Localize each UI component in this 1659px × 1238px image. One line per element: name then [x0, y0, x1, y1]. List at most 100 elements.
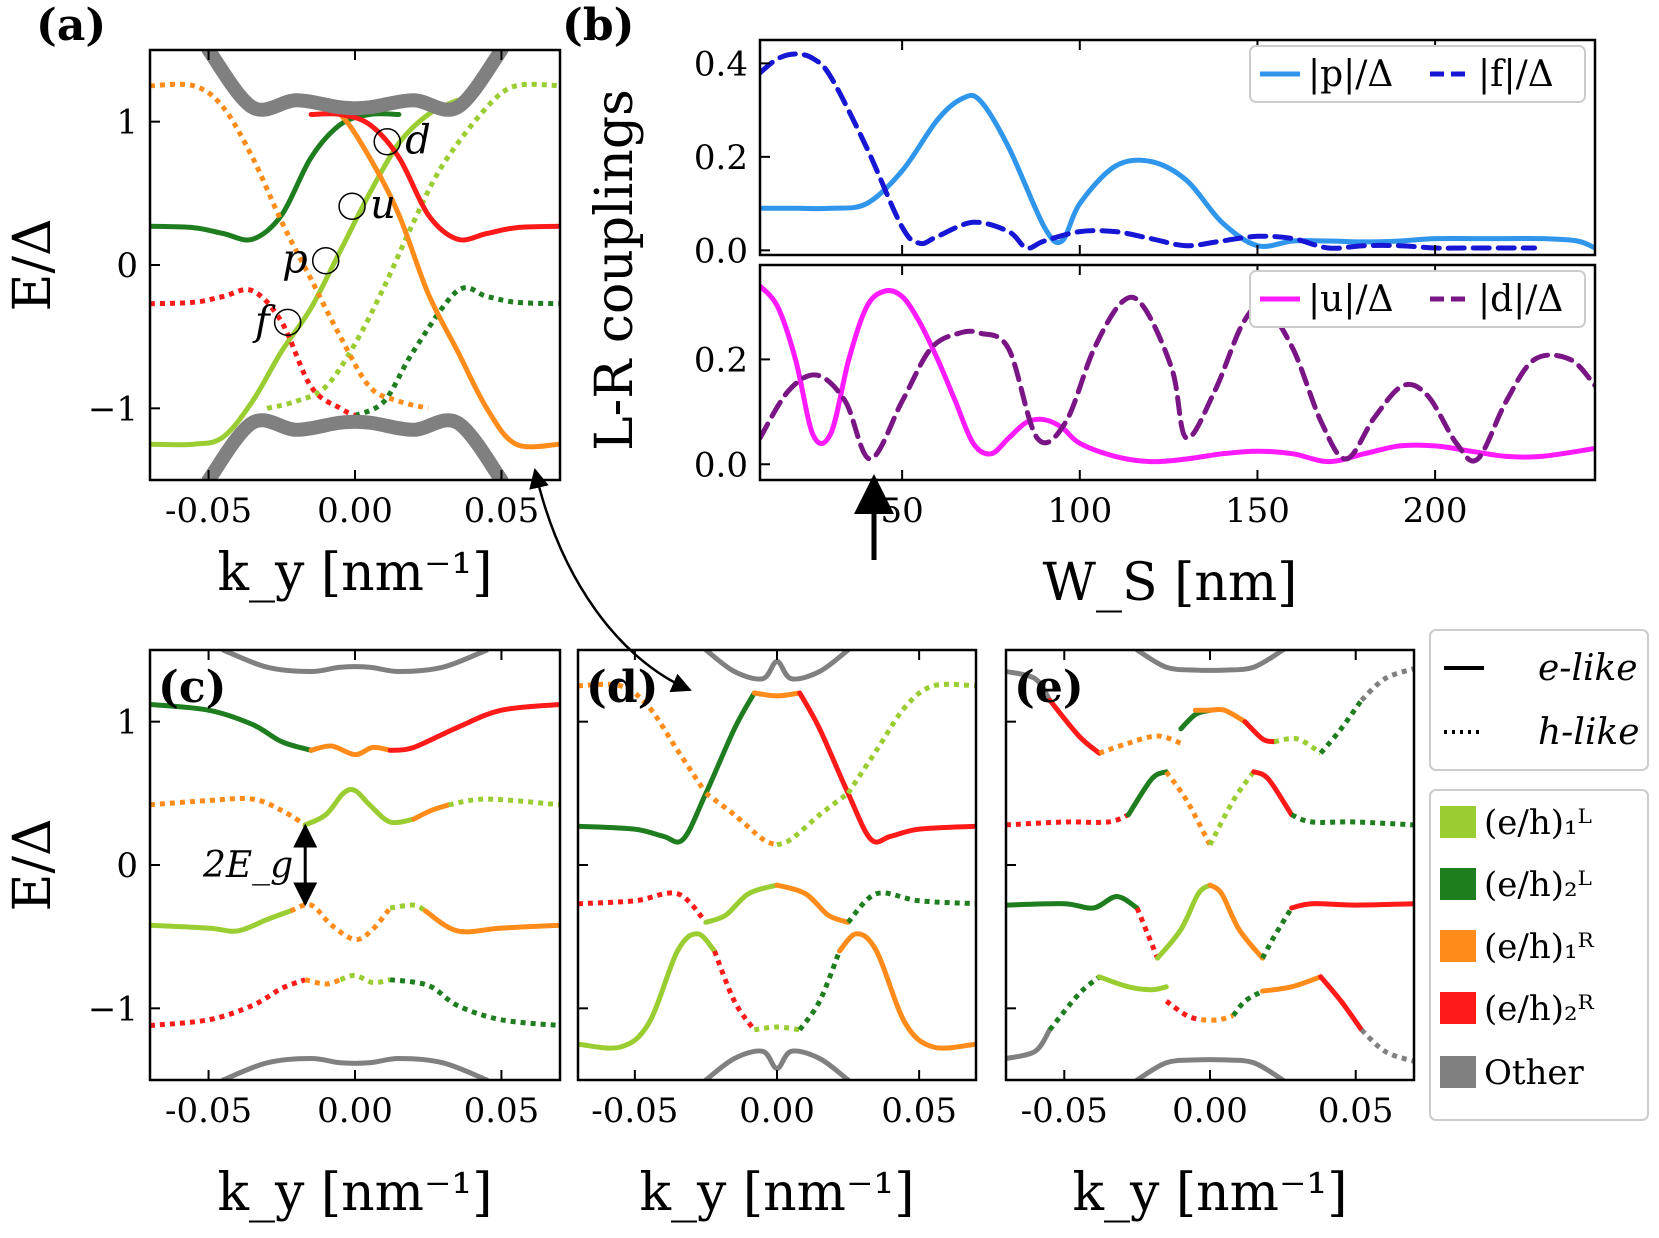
xtick-label-b_bottom-1: 100: [1047, 491, 1112, 531]
legend-label-b_bottom-0: |u|/Δ: [1308, 279, 1394, 320]
legend-swatch-r2: [1440, 992, 1476, 1024]
series-a-1: [266, 81, 560, 411]
series-d-4: [846, 681, 976, 795]
panel-e-xticks: -0.05 0.00 0.05: [1021, 650, 1394, 1131]
series-e-9: [1006, 812, 1130, 828]
series-d-1: [578, 690, 757, 845]
series-d-10: [846, 890, 976, 925]
panel-b-ylabel: L-R couplings: [585, 89, 645, 451]
ytick-label-c-1: 0: [116, 846, 138, 886]
style-legend-box: [1429, 629, 1649, 771]
series-e-21: [1006, 1027, 1053, 1061]
series-e-26: [1231, 988, 1264, 1018]
legend-box-b_bottom: [1249, 270, 1586, 328]
panel-c-ylabel: E/Δ: [3, 818, 63, 911]
series-e-11: [1164, 770, 1213, 847]
series-d-11: [578, 931, 717, 1051]
series-e-19: [1260, 906, 1294, 960]
series-e-30: [1134, 650, 1286, 673]
series-e-20: [1289, 901, 1414, 911]
ytick-label-b_top-1: 0.2: [694, 138, 748, 178]
panel-e: (e) -0.05 0.00 0.05 k_y [nm⁻¹]: [1004, 648, 1416, 1223]
series-d-5: [704, 791, 778, 848]
series-e-0: [1006, 669, 1053, 703]
xtick-label-c-1: 0.00: [317, 1091, 393, 1131]
xtick-label-b_bottom-0: 50: [880, 491, 923, 531]
state-marker-d: [373, 127, 401, 156]
series-e-14: [1290, 812, 1414, 828]
series-c-1: [308, 743, 393, 758]
series-e-15: [1006, 894, 1140, 911]
panel-c-xticks: -0.05 0.00 0.05: [165, 650, 539, 1131]
state-label-f: f: [252, 298, 276, 344]
series-c-0: [150, 702, 314, 753]
series-e-22: [1047, 974, 1101, 1032]
ytick-label-c-0: −1: [88, 989, 138, 1029]
series-e-7: [1318, 698, 1364, 755]
panel-c-xlabel: k_y [nm⁻¹]: [217, 1163, 492, 1223]
legend-swatch-l1: [1440, 806, 1476, 838]
series-c-6: [448, 796, 560, 808]
series-a-4: [308, 97, 560, 450]
panel-c: (c) 2E_g -0.05 0.00 0.05 −1 0 1 k_y [nm⁻¹] E…: [3, 648, 562, 1223]
xtick-label-d-2: 0.05: [881, 1091, 957, 1131]
xtick-label-a-0: -0.05: [165, 491, 252, 531]
panel-d-xlabel: k_y [nm⁻¹]: [639, 1163, 914, 1223]
series-e-31: [1134, 1057, 1286, 1080]
series-d-14: [797, 950, 842, 1032]
series-e-24: [1164, 999, 1202, 1023]
ytick-label-c-2: 1: [116, 703, 138, 743]
panel-a-yticks: −1 0 1: [88, 103, 160, 429]
panel-d: (d) -0.05 0.00 0.05 k_y [nm⁻¹]: [576, 648, 978, 1223]
series-a-0: [150, 97, 460, 448]
xtick-label-a-2: 0.05: [464, 491, 540, 531]
ytick-label-a-1: 0: [116, 246, 138, 286]
series-d-12: [712, 950, 757, 1032]
series-e-6: [1273, 735, 1323, 756]
legend-label-b_bottom-1: |d|/Δ: [1478, 279, 1563, 320]
xtick-label-e-2: 0.05: [1318, 1091, 1394, 1131]
series-c-10: [422, 908, 560, 935]
series-b_bottom-0: [760, 283, 1595, 465]
series-c-3: [150, 795, 307, 828]
series-d-3: [797, 690, 976, 845]
series-d-17: [703, 1048, 851, 1080]
gap-label: 2E_g: [202, 845, 293, 886]
xtick-label-e-0: -0.05: [1021, 1091, 1108, 1131]
series-e-2: [1098, 733, 1182, 756]
series-e-1: [1047, 697, 1102, 756]
xtick-label-b_bottom-2: 150: [1225, 491, 1290, 531]
xtick-label-c-0: -0.05: [165, 1091, 252, 1131]
ytick-label-b_top-2: 0.4: [694, 44, 748, 84]
xtick-label-d-0: -0.05: [591, 1091, 678, 1131]
series-d-13: [753, 1024, 801, 1033]
series-a-9: [201, 413, 509, 480]
panel-c-series: [150, 650, 560, 1080]
panel-e-yticks: [1006, 720, 1016, 1010]
state-label-d: d: [405, 118, 431, 164]
xtick-label-a-1: 0.00: [317, 491, 393, 531]
side-legend-styles: e-like h-like: [1429, 629, 1649, 771]
series-c-13: [339, 972, 391, 986]
panel-a: (a) du pf -0.05 0.00 0.05 −1 0 1 k_y [nm⁻¹] E…: [3, 0, 562, 603]
panel-b-top-legend: |p|/Δ |f|/Δ: [1249, 45, 1586, 103]
ytick-label-b_bottom-0: 0.0: [694, 445, 748, 485]
legend-box-b_top: [1249, 45, 1586, 103]
series-a-3: [353, 285, 560, 418]
panel-b-bottom-xticks: 50 100 150 200: [880, 265, 1468, 531]
ytick-label-b_bottom-1: 0.2: [694, 340, 748, 380]
series-e-16: [1134, 907, 1160, 960]
panel-label-e: (e): [1014, 662, 1084, 713]
series-e-18: [1207, 882, 1265, 961]
panel-a-xlabel: k_y [nm⁻¹]: [217, 543, 492, 603]
series-c-12: [304, 977, 342, 987]
series-b_top-0: [760, 92, 1595, 251]
series-d-9: [774, 882, 851, 925]
series-d-6: [776, 791, 850, 848]
state-label-u: u: [370, 182, 396, 228]
series-a-8: [201, 50, 509, 117]
legend-label-b_top-0: |p|/Δ: [1308, 54, 1393, 95]
series-e-4: [1192, 706, 1248, 725]
panel-b-top-frame: [758, 38, 1597, 257]
